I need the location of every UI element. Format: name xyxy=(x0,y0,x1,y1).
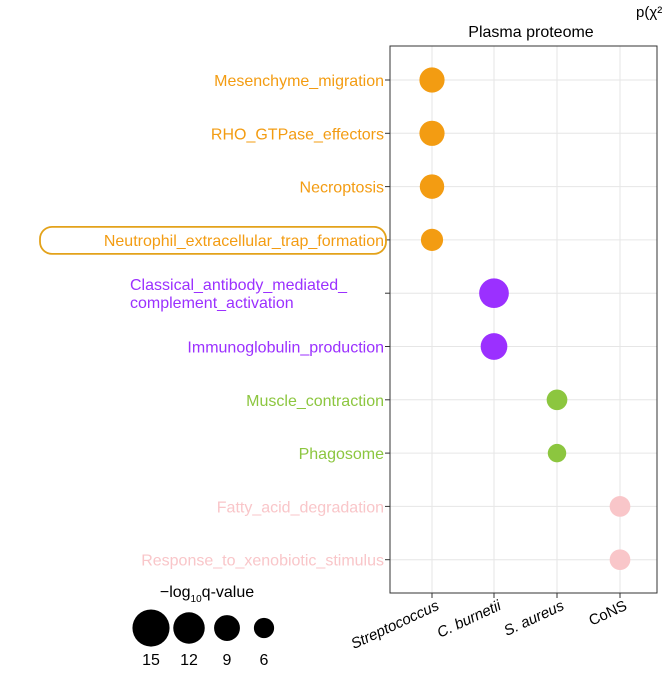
size-legend-label: 6 xyxy=(260,652,269,669)
data-point xyxy=(547,443,567,463)
y-tick-label: Immunoglobulin_production xyxy=(187,340,384,357)
data-point xyxy=(546,389,568,411)
y-tick-label-line: Response_to_xenobiotic_stimulus xyxy=(141,553,384,570)
y-tick-label-line: Neutrophil_extracellular_trap_formation xyxy=(104,233,384,250)
y-tick-label: Necroptosis xyxy=(300,180,384,197)
size-legend-title-suffix: q-value xyxy=(202,584,255,601)
size-legend-circle xyxy=(173,612,205,644)
y-tick-label: Fatty_acid_degradation xyxy=(217,499,384,516)
y-tick-label-line: Fatty_acid_degradation xyxy=(217,499,384,516)
y-tick-label-line: Classical_antibody_mediated_ xyxy=(130,277,348,294)
y-axis: Mesenchyme_migration RHO_GTPase_effectors… xyxy=(39,73,390,570)
y-tick-label: RHO_GTPase_effectors xyxy=(211,126,384,143)
size-legend: −log10q-value 15 12 9 6 xyxy=(132,584,275,669)
y-tick-label-line: RHO_GTPase_effectors xyxy=(211,126,384,143)
y-tick-label: Neutrophil_extracellular_trap_formation xyxy=(104,233,384,250)
size-legend-title-prefix: −log xyxy=(160,584,191,601)
panel-border xyxy=(389,45,658,594)
data-point xyxy=(419,67,445,93)
y-tick-label: Mesenchyme_migration xyxy=(214,73,384,90)
chart-marks xyxy=(419,67,631,571)
size-legend-title-subscript: 10 xyxy=(191,594,203,605)
data-point xyxy=(479,278,509,309)
y-tick-label-line: Phagosome xyxy=(299,446,384,463)
y-tick-label-line: Necroptosis xyxy=(300,180,384,197)
corner-label: p(χ² xyxy=(636,4,662,21)
data-point xyxy=(420,228,444,251)
x-tick-label: S. aureus xyxy=(501,597,567,640)
data-point xyxy=(609,496,631,517)
highlight-outline xyxy=(39,225,387,255)
data-point xyxy=(419,120,445,146)
x-tick-label: Streptococcus xyxy=(348,597,442,653)
size-legend-items: 15 12 9 6 xyxy=(132,609,275,669)
data-point xyxy=(609,549,631,571)
x-tick-label: CoNS xyxy=(586,597,629,629)
data-point xyxy=(480,333,508,360)
y-tick-label: Classical_antibody_mediated_ complement_a… xyxy=(130,277,348,312)
y-tick-label-line: Muscle_contraction xyxy=(246,393,384,410)
size-legend-circle xyxy=(253,617,275,639)
size-legend-label: 15 xyxy=(142,652,160,669)
data-point xyxy=(419,174,445,199)
size-legend-title: −log10q-value xyxy=(160,584,254,605)
y-tick-label-line: Immunoglobulin_production xyxy=(187,340,384,357)
y-tick-label: Response_to_xenobiotic_stimulus xyxy=(141,553,384,570)
x-tick-label: C. burnetii xyxy=(435,597,505,642)
size-legend-label: 9 xyxy=(223,652,232,669)
y-tick-label-line: Mesenchyme_migration xyxy=(214,73,384,90)
size-legend-circle xyxy=(214,615,240,641)
y-tick-label: Muscle_contraction xyxy=(246,393,384,410)
y-tick-label: Phagosome xyxy=(299,446,384,463)
size-legend-label: 12 xyxy=(180,652,198,669)
y-tick-label-line: complement_activation xyxy=(130,295,294,312)
size-legend-circle xyxy=(132,609,170,647)
chart-title: Plasma proteome xyxy=(468,24,593,41)
